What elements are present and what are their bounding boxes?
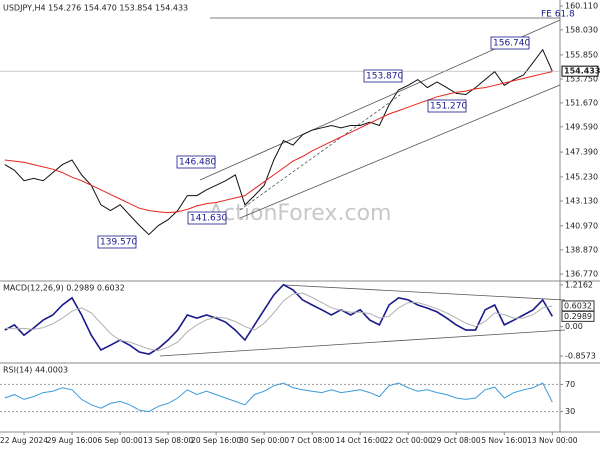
series-line [4, 292, 553, 352]
last-value-box [561, 310, 595, 322]
y-tick-label: 1.2162 [565, 280, 593, 289]
series-line [4, 382, 553, 413]
price-label: 153.870 [366, 72, 403, 82]
x-tick-label: 5 Nov 16:00 [481, 436, 527, 445]
y-tick-label: 145.230 [565, 172, 598, 181]
y-tick-label: -0.8573 [565, 352, 596, 361]
series-line [4, 71, 553, 214]
y-tick-label: 155.850 [565, 50, 598, 59]
y-tick-label: 0.00 [565, 322, 583, 331]
x-tick-label: 29 Oct 08:00 [432, 436, 481, 445]
watermark: ActionForex.com [209, 201, 392, 226]
price-label: 151.270 [430, 102, 467, 112]
y-tick-label: 138.870 [565, 245, 598, 254]
y-tick-label: 143.130 [565, 196, 598, 205]
y-tick-label: 147.390 [565, 148, 598, 157]
channel-mid [239, 94, 401, 211]
y-tick-label: 30 [565, 407, 575, 416]
y-tick-label: 70 [565, 380, 575, 389]
y-tick-label: 153.750 [565, 75, 598, 84]
last-price-label: 154.433 [564, 67, 600, 76]
price-label-box [490, 36, 530, 50]
x-tick-label: 22 Oct 00:00 [384, 436, 433, 445]
y-tick-label: 158.030 [565, 25, 598, 34]
x-tick-label: 6 Sep 00:00 [97, 436, 143, 445]
y-tick-label: 149.590 [565, 122, 598, 131]
macd-trend [284, 284, 566, 301]
macd-title: MACD(12,26,9) 0.2989 0.6032 [3, 284, 125, 293]
price-label-box [187, 211, 227, 225]
x-tick-label: 29 Aug 16:00 [47, 436, 98, 445]
x-tick-label: 7 Oct 08:00 [290, 436, 334, 445]
channel-lower [239, 84, 561, 219]
x-tick-label: 13 Nov 00:00 [527, 436, 578, 445]
x-tick-label: 20 Sep 16:00 [191, 436, 241, 445]
y-tick-label: 140.970 [565, 221, 598, 230]
price-label-box [97, 235, 137, 249]
price-label-box [176, 155, 216, 169]
y-tick-label: 160.110 [565, 1, 598, 10]
last-value-label: 0.6032 [564, 301, 592, 310]
price-label: 146.480 [179, 158, 216, 168]
macd-trend [159, 329, 566, 357]
x-tick-label: 30 Sep 00:00 [239, 436, 289, 445]
rsi-title: RSI(14) 44.0003 [3, 366, 68, 375]
x-tick-label: 22 Aug 2024 [0, 436, 48, 445]
price-label: 156.740 [493, 39, 530, 49]
series-line [4, 283, 553, 355]
price-label: 141.630 [190, 214, 227, 224]
price-label: 139.570 [100, 238, 137, 248]
last-price-box [561, 65, 599, 77]
x-tick-label: 14 Oct 16:00 [336, 436, 385, 445]
last-value-label: 0.2989 [564, 312, 592, 321]
price-label-box [363, 69, 403, 83]
price-label: FE 61.8 [541, 10, 575, 20]
chart-title: USDJPY,H4 154.276 154.470 153.854 154.43… [3, 4, 188, 13]
y-tick-label: 136.770 [565, 270, 598, 279]
series-line [4, 48, 553, 236]
x-tick-label: 13 Sep 08:00 [143, 436, 193, 445]
y-tick-label: 151.670 [565, 98, 598, 107]
price-label-box [427, 99, 467, 113]
